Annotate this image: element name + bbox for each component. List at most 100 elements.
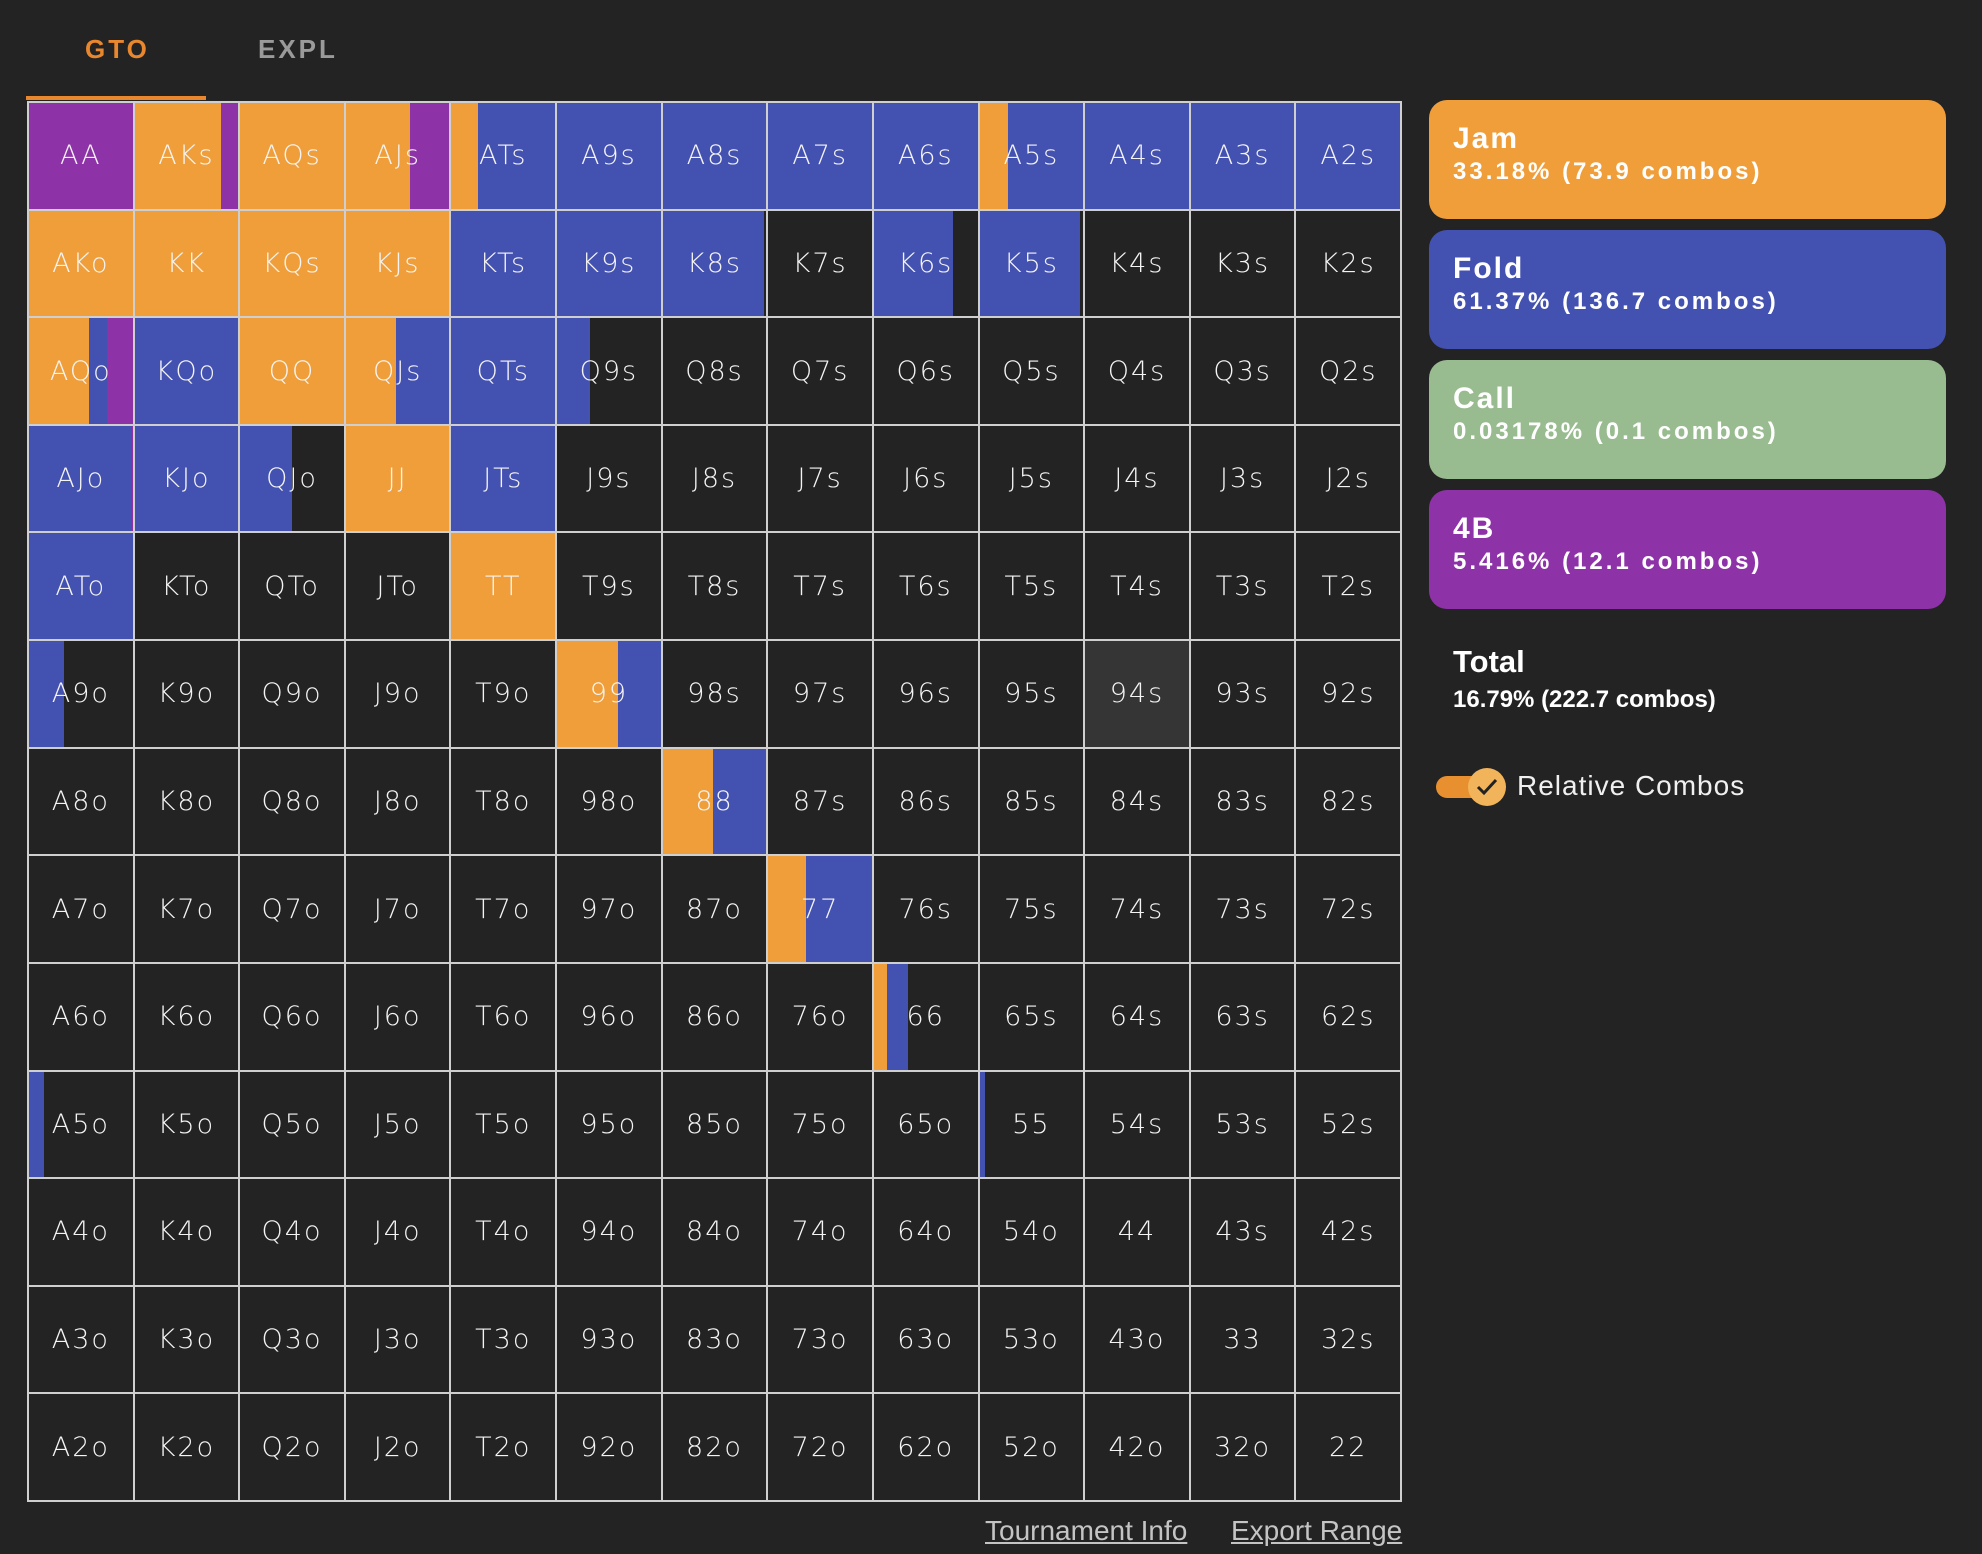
hand-cell-AQo[interactable]: AQo [28,317,134,425]
hand-cell-72o[interactable]: 72o [767,1393,873,1501]
hand-cell-86s[interactable]: 86s [872,747,979,856]
hand-cell-A6o[interactable]: A6o [28,962,134,1071]
hand-cell-63s[interactable]: 63s [1189,962,1296,1071]
hand-cell-J4s[interactable]: J4s [1084,424,1190,533]
hand-cell-Q7s[interactable]: Q7s [767,317,873,425]
hand-cell-T3o[interactable]: T3o [450,1285,557,1394]
hand-cell-K4s[interactable]: K4s [1084,209,1190,318]
hand-cell-K3s[interactable]: K3s [1189,209,1296,318]
hand-cell-98o[interactable]: 98o [556,747,662,856]
hand-cell-A5s[interactable]: A5s [978,102,1085,210]
hand-cell-54s[interactable]: 54s [1084,1070,1190,1179]
hand-cell-85s[interactable]: 85s [978,747,1085,856]
hand-cell-K4o[interactable]: K4o [133,1178,240,1286]
hand-cell-43o[interactable]: 43o [1084,1285,1190,1394]
hand-cell-A2s[interactable]: A2s [1295,102,1401,210]
hand-cell-53o[interactable]: 53o [978,1285,1085,1394]
hand-cell-Q4o[interactable]: Q4o [239,1178,345,1286]
hand-cell-Q3o[interactable]: Q3o [239,1285,345,1394]
hand-cell-J3o[interactable]: J3o [344,1285,451,1394]
hand-cell-93o[interactable]: 93o [556,1285,662,1394]
hand-cell-87o[interactable]: 87o [661,855,768,963]
hand-cell-Q4s[interactable]: Q4s [1084,317,1190,425]
hand-cell-53s[interactable]: 53s [1189,1070,1296,1179]
action-card-fold[interactable]: Fold 61.37% (136.7 combos) [1429,230,1946,349]
hand-cell-K2s[interactable]: K2s [1295,209,1401,318]
hand-cell-K7o[interactable]: K7o [133,855,240,963]
hand-cell-K9o[interactable]: K9o [133,640,240,748]
hand-cell-95s[interactable]: 95s [978,640,1085,748]
hand-cell-T5s[interactable]: T5s [978,532,1085,641]
hand-cell-Q9s[interactable]: Q9s [556,317,662,425]
hand-cell-64s[interactable]: 64s [1084,962,1190,1071]
hand-cell-22[interactable]: 22 [1295,1393,1401,1501]
hand-cell-54o[interactable]: 54o [978,1178,1085,1286]
hand-cell-J2s[interactable]: J2s [1295,424,1401,533]
hand-cell-J2o[interactable]: J2o [344,1393,451,1501]
hand-cell-T6s[interactable]: T6s [872,532,979,641]
hand-cell-74s[interactable]: 74s [1084,855,1190,963]
hand-cell-73s[interactable]: 73s [1189,855,1296,963]
hand-cell-A7s[interactable]: A7s [767,102,873,210]
tournament-info-link[interactable]: Tournament Info [985,1515,1188,1546]
hand-cell-J4o[interactable]: J4o [344,1178,451,1286]
hand-cell-Q5o[interactable]: Q5o [239,1070,345,1179]
hand-cell-T6o[interactable]: T6o [450,962,557,1071]
hand-cell-QQ[interactable]: QQ [239,317,345,425]
hand-cell-A2o[interactable]: A2o [28,1393,134,1501]
hand-cell-T4s[interactable]: T4s [1084,532,1190,641]
hand-cell-AJo[interactable]: AJo [28,424,134,533]
hand-cell-32s[interactable]: 32s [1295,1285,1401,1394]
hand-cell-95o[interactable]: 95o [556,1070,662,1179]
hand-cell-Q8s[interactable]: Q8s [661,317,768,425]
hand-cell-A9o[interactable]: A9o [28,640,134,748]
hand-cell-AJs[interactable]: AJs [344,102,451,210]
hand-cell-75o[interactable]: 75o [767,1070,873,1179]
hand-cell-74o[interactable]: 74o [767,1178,873,1286]
hand-cell-K9s[interactable]: K9s [556,209,662,318]
hand-cell-ATs[interactable]: ATs [450,102,557,210]
hand-cell-T4o[interactable]: T4o [450,1178,557,1286]
hand-cell-QTo[interactable]: QTo [239,532,345,641]
hand-cell-AQs[interactable]: AQs [239,102,345,210]
hand-cell-K7s[interactable]: K7s [767,209,873,318]
hand-cell-A7o[interactable]: A7o [28,855,134,963]
tab-gto[interactable]: GTO [85,34,150,64]
hand-cell-83s[interactable]: 83s [1189,747,1296,856]
hand-cell-JTo[interactable]: JTo [344,532,451,641]
hand-cell-TT[interactable]: TT [450,532,557,641]
hand-cell-AKo[interactable]: AKo [28,209,134,318]
hand-cell-62o[interactable]: 62o [872,1393,979,1501]
hand-cell-A3s[interactable]: A3s [1189,102,1296,210]
action-card-4b[interactable]: 4B 5.416% (12.1 combos) [1429,490,1946,609]
hand-cell-J7o[interactable]: J7o [344,855,451,963]
hand-cell-J6s[interactable]: J6s [872,424,979,533]
hand-cell-97s[interactable]: 97s [767,640,873,748]
hand-cell-52s[interactable]: 52s [1295,1070,1401,1179]
hand-cell-43s[interactable]: 43s [1189,1178,1296,1286]
hand-cell-T9o[interactable]: T9o [450,640,557,748]
hand-cell-44[interactable]: 44 [1084,1178,1190,1286]
hand-cell-J8o[interactable]: J8o [344,747,451,856]
hand-cell-Q5s[interactable]: Q5s [978,317,1085,425]
hand-cell-92o[interactable]: 92o [556,1393,662,1501]
hand-cell-QJs[interactable]: QJs [344,317,451,425]
hand-cell-77[interactable]: 77 [767,855,873,963]
hand-cell-32o[interactable]: 32o [1189,1393,1296,1501]
hand-cell-85o[interactable]: 85o [661,1070,768,1179]
hand-cell-Q7o[interactable]: Q7o [239,855,345,963]
hand-cell-Q6o[interactable]: Q6o [239,962,345,1071]
hand-cell-J7s[interactable]: J7s [767,424,873,533]
hand-cell-K5s[interactable]: K5s [978,209,1085,318]
hand-cell-33[interactable]: 33 [1189,1285,1296,1394]
hand-cell-T8s[interactable]: T8s [661,532,768,641]
hand-cell-52o[interactable]: 52o [978,1393,1085,1501]
hand-cell-42o[interactable]: 42o [1084,1393,1190,1501]
hand-cell-65o[interactable]: 65o [872,1070,979,1179]
hand-cell-T7o[interactable]: T7o [450,855,557,963]
hand-cell-T3s[interactable]: T3s [1189,532,1296,641]
hand-cell-K6s[interactable]: K6s [872,209,979,318]
hand-cell-A8s[interactable]: A8s [661,102,768,210]
hand-cell-T9s[interactable]: T9s [556,532,662,641]
hand-cell-99[interactable]: 99 [556,640,662,748]
